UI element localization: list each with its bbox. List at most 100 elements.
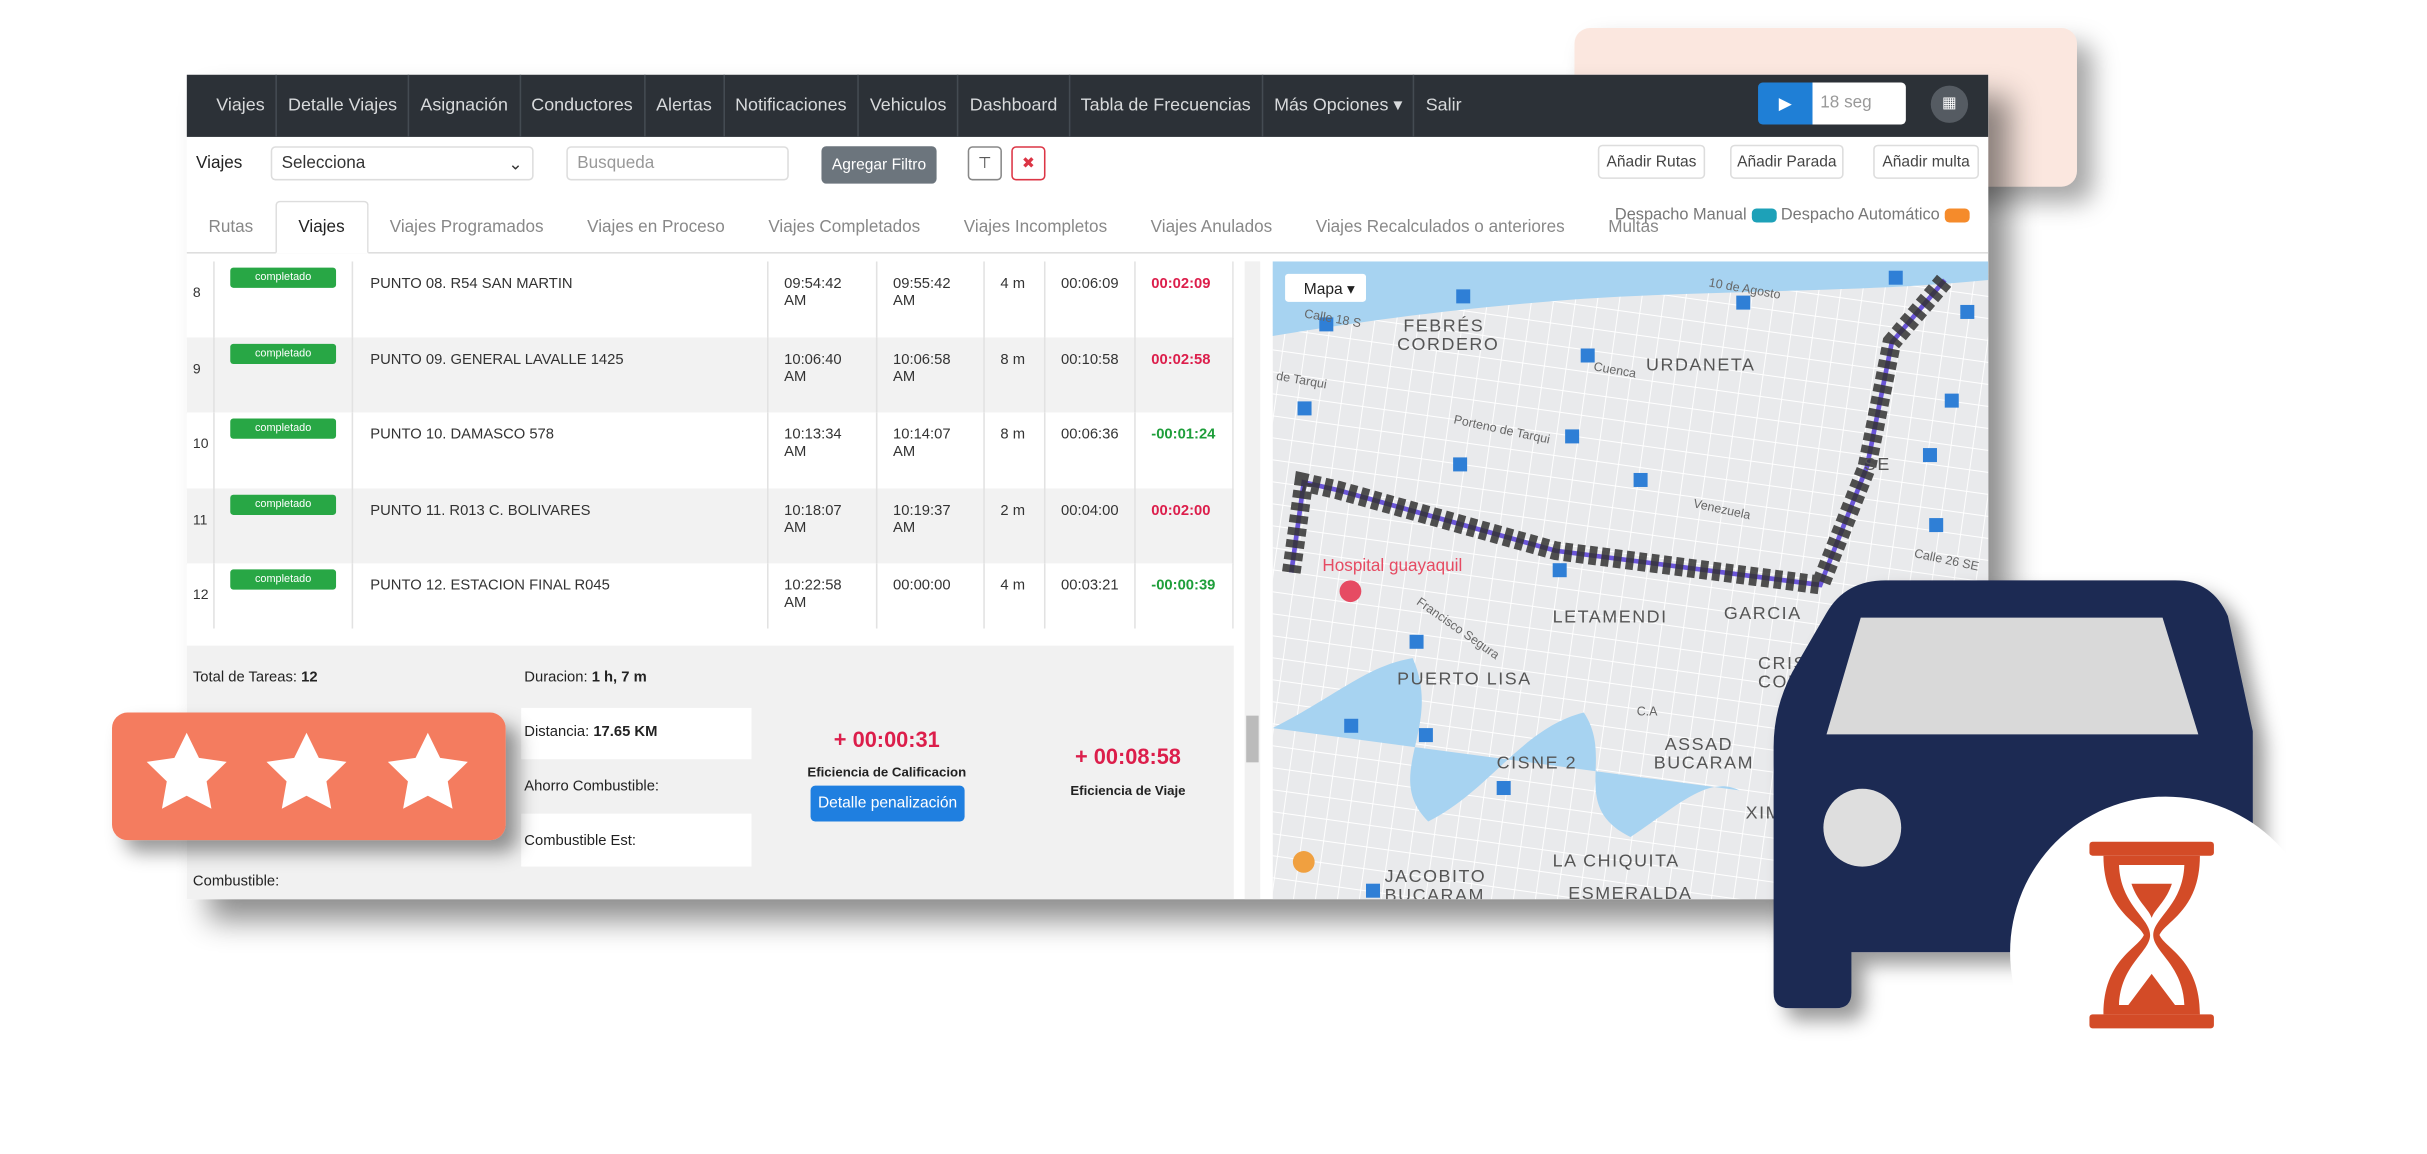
navbar: Viajes Detalle Viajes Asignación Conductore… [186, 74, 1989, 137]
clear-icon[interactable]: ✖ [1011, 146, 1046, 181]
cell-border [351, 412, 354, 488]
nav-item[interactable]: Detalle Viajes [275, 74, 408, 137]
time-diff: 00:02:09 [1151, 275, 1211, 293]
filter-button[interactable]: Agregar Filtro [821, 146, 937, 184]
river [1272, 261, 1989, 337]
map-label: Hospital guayaquil [1322, 556, 1462, 575]
cell: PUNTO 12. ESTACION FINAL R045 [370, 577, 610, 595]
cell: 10:06:40 AM [784, 350, 842, 386]
tab[interactable]: Viajes Incompletos [963, 217, 1108, 237]
rating-label: Eficiencia de Calificacion [807, 763, 967, 780]
tabs: Rutas Viajes Viajes Programados Viajes en P… [186, 199, 1989, 254]
add-route[interactable]: Añadir Rutas [1597, 144, 1706, 179]
cell-border [213, 261, 215, 337]
nav-item[interactable]: Salir [1413, 74, 1472, 137]
tab[interactable]: Viajes Completados [768, 217, 921, 237]
tasks: Total de Tareas: 12 [193, 669, 318, 686]
cell-border [767, 487, 769, 564]
cell: 00:04:00 [1061, 501, 1119, 519]
cell-border [1043, 412, 1046, 488]
tab[interactable]: Viajes Anulados [1150, 217, 1273, 237]
play-button[interactable]: ▶ [1758, 82, 1813, 125]
tab[interactable]: Viajes en Proceso [587, 217, 725, 237]
fuel-box [521, 813, 752, 867]
cell: 09:55:42 AM [893, 275, 951, 310]
cell: 11 [192, 511, 208, 527]
cell-border [875, 412, 878, 488]
cell-border [767, 563, 769, 629]
cell: 09:54:42 AM [784, 275, 842, 310]
duration-value: 1 h, 7 m [591, 668, 647, 687]
filter-icon[interactable]: ⊤ [967, 146, 1002, 181]
cell-border [351, 336, 354, 413]
legend-auto: Despacho Automático [1780, 205, 1940, 225]
cell-border [983, 563, 985, 629]
cell-border [983, 336, 985, 413]
nav-item[interactable]: Vehiculos [857, 74, 957, 137]
timer: 18 seg [1812, 82, 1906, 125]
map-label: BUCARAM [1385, 885, 1485, 899]
dispatch-legend: Despacho Manual Despacho Automático [1614, 205, 1970, 225]
cell-border [1043, 261, 1046, 337]
nav-item[interactable]: Asignación [407, 74, 519, 137]
tab[interactable]: Viajes Recalculados o anteriores [1315, 217, 1565, 237]
time-diff: 00:02:00 [1151, 501, 1211, 519]
nav-item[interactable]: Más Opciones ▾ [1261, 74, 1414, 137]
cell: 00:06:09 [1061, 275, 1119, 293]
tab[interactable]: Multas [1608, 217, 1659, 237]
status-badge: completado [230, 569, 337, 590]
cell-border [213, 412, 215, 488]
nav-item[interactable]: Notificaciones [722, 74, 858, 137]
cell: 10 [192, 435, 209, 452]
nav-item[interactable]: Alertas [643, 74, 723, 137]
time-diff: -00:00:39 [1151, 577, 1216, 595]
street-label: Cuenca [1593, 359, 1638, 380]
legend-manual: Despacho Manual [1614, 205, 1747, 225]
cell-border [983, 487, 985, 564]
cell-border [1232, 563, 1234, 629]
cell-border [767, 336, 769, 413]
map-type[interactable] [1285, 273, 1366, 302]
table-row: 8 completado PUNTO 08. R54 SAN MARTIN 09:54… [186, 261, 1234, 339]
cell-border [1134, 487, 1136, 564]
bus-stops [1297, 270, 1975, 898]
nav-item[interactable]: Conductores [518, 74, 644, 137]
nav-item[interactable]: Viajes [216, 96, 265, 116]
cell-border [1232, 261, 1234, 337]
cell: 00:03:21 [1061, 577, 1119, 595]
apps-button[interactable]: ▦ [1930, 85, 1969, 123]
fuel-est-label: Combustible Est: [524, 832, 637, 850]
scrollbar [1244, 261, 1261, 900]
cell-border [1134, 563, 1136, 629]
cell-border [1043, 563, 1046, 629]
map-label: FEBRÉS [1403, 315, 1484, 335]
cell: 4 m [1000, 577, 1026, 595]
add-stop[interactable]: Añadir Parada [1730, 144, 1844, 179]
tab[interactable]: Viajes Programados [389, 217, 544, 237]
cell: 10:18:07 AM [784, 501, 842, 536]
nav-item[interactable]: Tabla de Frecuencias [1068, 74, 1261, 137]
cell: 00:00:00 [893, 577, 951, 595]
tasks-label: Total de Tareas: [192, 668, 298, 687]
cell: PUNTO 09. GENERAL LAVALLE 1425 [370, 350, 624, 368]
cell-border [1134, 261, 1136, 337]
saving-label: Ahorro Combustible: [524, 777, 660, 796]
nav-item[interactable]: Dashboard [957, 74, 1068, 137]
search-input[interactable]: Busqueda [566, 146, 789, 181]
penalty-button[interactable]: Detalle penalización [810, 785, 965, 822]
cell-border [213, 563, 215, 629]
car-window [1826, 617, 2199, 735]
cell-border [1134, 336, 1136, 413]
pegman[interactable] [1292, 851, 1315, 873]
cell-border [1232, 412, 1234, 488]
cell-border [351, 563, 354, 629]
duration-label: Duracion: [524, 668, 588, 687]
cell: 10:13:34 AM [784, 426, 842, 461]
cell: 00:10:58 [1061, 350, 1119, 368]
cell-border [983, 412, 985, 488]
select[interactable]: Selecciona ⌄ [270, 146, 534, 181]
add-fine[interactable]: Añadir multa [1873, 144, 1979, 179]
tab[interactable]: Rutas [208, 217, 254, 237]
tab[interactable]: Viajes [274, 200, 368, 254]
